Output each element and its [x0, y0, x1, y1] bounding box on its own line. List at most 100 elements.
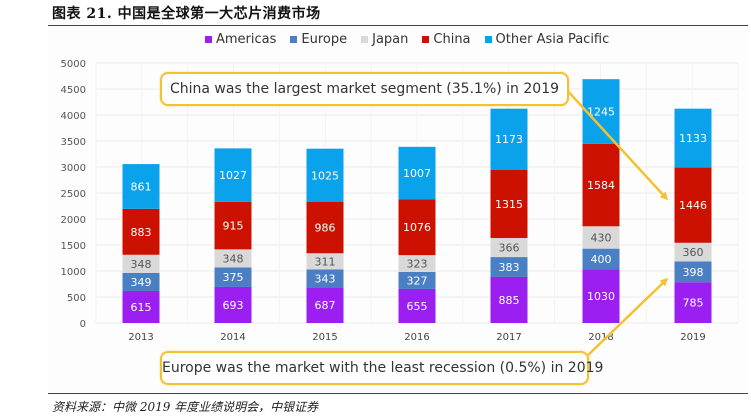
y-tick-label: 500 — [67, 293, 86, 304]
bar-segment-japan — [674, 242, 712, 262]
data-label: 400 — [591, 253, 612, 266]
legend-swatch — [484, 36, 492, 43]
data-label: 343 — [315, 272, 336, 285]
x-tick-label: 2018 — [588, 332, 613, 343]
legend-item-americas: Americas — [205, 32, 276, 47]
data-label: 327 — [407, 274, 428, 287]
bar-segment-europe — [214, 267, 252, 287]
legend-swatch — [205, 36, 212, 43]
data-label: 398 — [683, 266, 704, 279]
data-label: 360 — [683, 246, 704, 259]
bar-segment-europe — [398, 271, 436, 289]
bar-segment-japan — [306, 253, 344, 270]
data-label: 785 — [683, 297, 704, 310]
y-tick-label: 0 — [80, 319, 86, 330]
data-label: 430 — [591, 231, 612, 244]
china-callout: China was the largest market segment (35… — [160, 72, 569, 106]
data-label: 915 — [223, 220, 244, 233]
x-tick-label: 2015 — [312, 332, 337, 343]
bar-segment-japan — [490, 238, 528, 258]
bar-segment-other-asia-pacific — [306, 148, 344, 202]
bar-segment-japan — [214, 249, 252, 268]
bar-segment-americas — [674, 282, 712, 323]
data-label: 1133 — [679, 132, 707, 145]
bar-segment-china — [306, 201, 344, 254]
data-label: 883 — [131, 226, 152, 239]
bar-segment-europe — [674, 261, 712, 283]
legend-swatch — [290, 36, 298, 43]
data-label: 885 — [499, 294, 520, 307]
bar-segment-china — [214, 201, 252, 250]
data-label: 1584 — [587, 179, 615, 192]
data-label: 986 — [315, 222, 336, 235]
legend-swatch — [361, 36, 369, 43]
data-label: 1025 — [311, 169, 339, 182]
bar-segment-americas — [122, 291, 160, 323]
data-label: 1245 — [587, 106, 615, 119]
legend-item-europe: Europe — [290, 32, 347, 47]
bar-segment-europe — [122, 272, 160, 292]
bar-segment-japan — [582, 226, 620, 249]
data-label: 366 — [499, 242, 520, 255]
data-label: 687 — [315, 299, 336, 312]
bar-segment-china — [582, 143, 620, 227]
china-arrow — [564, 87, 669, 201]
bar-segment-europe — [582, 248, 620, 270]
data-label: 348 — [131, 258, 152, 271]
data-label: 1027 — [219, 169, 247, 182]
data-label: 1030 — [587, 290, 615, 303]
bar-segment-europe — [306, 269, 344, 288]
europe-arrow — [584, 277, 669, 359]
bar-segment-other-asia-pacific — [398, 146, 436, 200]
bar-segment-other-asia-pacific — [674, 108, 712, 168]
bar-segment-americas — [582, 269, 620, 323]
data-label: 615 — [131, 301, 152, 314]
y-tick-label: 4500 — [61, 85, 86, 96]
bar-segment-china — [122, 208, 160, 255]
y-tick-label: 1500 — [61, 241, 86, 252]
data-label: 693 — [223, 299, 244, 312]
y-tick-label: 3500 — [61, 137, 86, 148]
bar-segment-other-asia-pacific — [582, 79, 620, 144]
data-label: 323 — [407, 258, 428, 271]
legend-item-china: China — [422, 32, 471, 47]
legend-label: Other Asia Pacific — [495, 32, 610, 47]
x-tick-label: 2013 — [128, 332, 153, 343]
bar-segment-japan — [122, 254, 160, 273]
legend: Americas Europe Japan China Other Asia Pacif… — [205, 32, 609, 47]
data-label: 375 — [223, 271, 244, 284]
legend-label: Americas — [216, 32, 277, 47]
data-label: 1007 — [403, 167, 431, 180]
data-label: 1446 — [679, 199, 707, 212]
data-label: 1076 — [403, 221, 431, 234]
bar-segment-china — [674, 167, 712, 243]
data-label: 383 — [499, 261, 520, 274]
source-note: 资料来源：中微 2019 年度业绩说明会，中银证券 — [52, 400, 319, 414]
x-tick-label: 2014 — [220, 332, 245, 343]
bar-segment-china — [398, 199, 436, 256]
bar-segment-other-asia-pacific — [214, 148, 252, 202]
y-tick-label: 2000 — [61, 215, 86, 226]
legend-label: Europe — [301, 32, 348, 47]
bar-segment-americas — [306, 287, 344, 323]
legend-label: Japan — [372, 32, 409, 47]
x-tick-label: 2016 — [404, 332, 429, 343]
x-tick-label: 2017 — [496, 332, 521, 343]
bar-segment-other-asia-pacific — [122, 164, 160, 209]
y-tick-label: 3000 — [61, 163, 86, 174]
data-label: 1315 — [495, 198, 523, 211]
x-tick-label: 2019 — [680, 332, 705, 343]
data-label: 1173 — [495, 133, 523, 146]
bar-segment-americas — [398, 288, 436, 323]
bar-segment-americas — [214, 286, 252, 323]
data-label: 348 — [223, 252, 244, 265]
legend-item-japan: Japan — [361, 32, 408, 47]
data-label: 311 — [315, 255, 336, 268]
bar-segment-other-asia-pacific — [490, 108, 528, 170]
bottom-rule — [48, 393, 748, 394]
top-rule — [48, 25, 748, 26]
legend-swatch — [422, 36, 430, 43]
data-label: 349 — [131, 276, 152, 289]
bar-segment-americas — [490, 276, 528, 323]
